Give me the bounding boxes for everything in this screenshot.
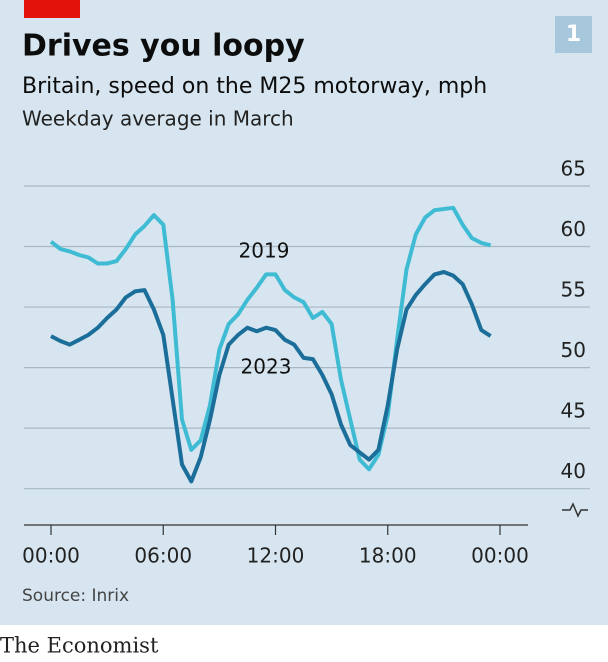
x-tick-label: 00:00: [471, 544, 529, 568]
x-tick-label: 18:00: [359, 544, 417, 568]
x-tick-label: 06:00: [134, 544, 192, 568]
y-tick-label: 65: [561, 157, 586, 181]
y-tick-label: 60: [561, 217, 586, 241]
y-tick-label: 50: [561, 338, 586, 362]
badge: 1: [566, 22, 581, 47]
source: Source: Inrix: [22, 586, 129, 606]
series-label: 2023: [241, 355, 292, 379]
red-tag: [24, 0, 80, 18]
y-tick-label: 45: [561, 399, 586, 423]
footer-band: [0, 625, 608, 662]
series-label: 2019: [239, 239, 290, 263]
y-tick-label: 55: [561, 278, 586, 302]
chart-title: Drives you loopy: [22, 29, 305, 64]
brand: The Economist: [0, 634, 159, 658]
axis-break: [562, 502, 588, 518]
badge-box: [555, 16, 592, 53]
series-line: [50, 270, 492, 484]
chart-subtitle: Britain, speed on the M25 motorway, mph: [22, 74, 487, 99]
series-line: [49, 205, 492, 472]
x-tick-label: 00:00: [22, 544, 80, 568]
x-tick-label: 12:00: [247, 544, 305, 568]
y-tick-label: 40: [561, 459, 586, 483]
background: [0, 0, 608, 625]
plot: 40 45 50 55 60 65 00:00 06:00 12:00 18:00 00:00 201…: [22, 157, 590, 568]
chart-note: Weekday average in March: [22, 107, 294, 131]
